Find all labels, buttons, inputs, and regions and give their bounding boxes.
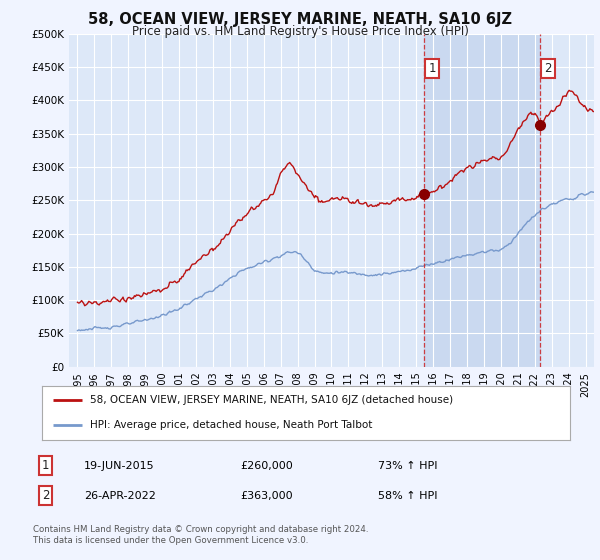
Text: 19-JUN-2015: 19-JUN-2015 [84,461,155,471]
Text: 58, OCEAN VIEW, JERSEY MARINE, NEATH, SA10 6JZ (detached house): 58, OCEAN VIEW, JERSEY MARINE, NEATH, SA… [89,395,452,405]
Text: 1: 1 [42,459,50,473]
Text: Price paid vs. HM Land Registry's House Price Index (HPI): Price paid vs. HM Land Registry's House … [131,25,469,38]
Text: 58% ↑ HPI: 58% ↑ HPI [378,491,437,501]
Text: £260,000: £260,000 [240,461,293,471]
Text: 1: 1 [428,62,436,76]
Bar [424,34,540,367]
Text: £363,000: £363,000 [240,491,293,501]
Text: 73% ↑ HPI: 73% ↑ HPI [378,461,437,471]
Text: 2: 2 [42,489,50,502]
Text: 26-APR-2022: 26-APR-2022 [84,491,156,501]
Text: 58, OCEAN VIEW, JERSEY MARINE, NEATH, SA10 6JZ: 58, OCEAN VIEW, JERSEY MARINE, NEATH, SA… [88,12,512,27]
Text: Contains HM Land Registry data © Crown copyright and database right 2024.
This d: Contains HM Land Registry data © Crown c… [33,525,368,545]
Text: HPI: Average price, detached house, Neath Port Talbot: HPI: Average price, detached house, Neat… [89,420,372,430]
Text: 2: 2 [544,62,552,76]
